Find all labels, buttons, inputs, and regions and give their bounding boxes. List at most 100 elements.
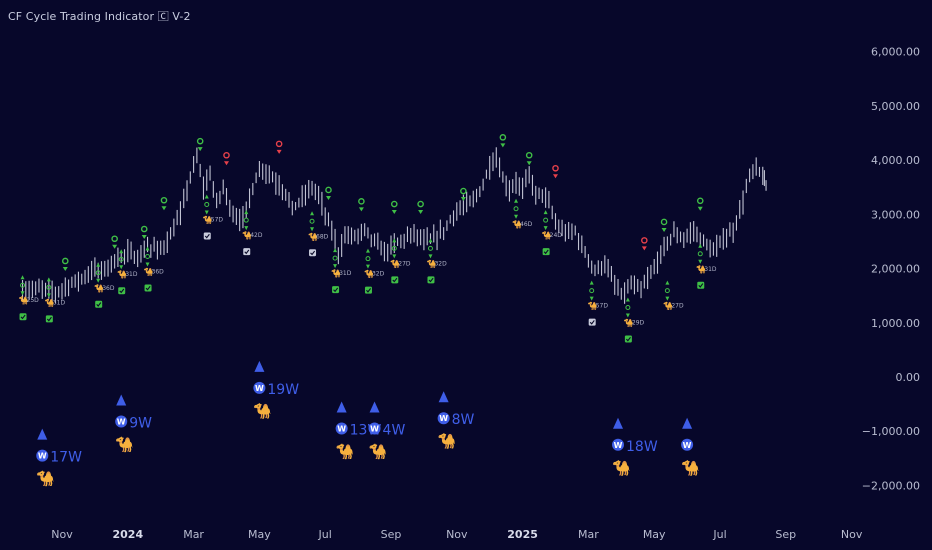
camel-icon: 🐪 xyxy=(681,459,700,477)
check-mark-icon xyxy=(96,302,102,307)
small-up-triangle-icon xyxy=(625,297,630,302)
price-layer xyxy=(21,147,767,304)
week-w-glyph: W xyxy=(38,452,47,461)
check-box-icon xyxy=(19,313,27,321)
check-box-icon xyxy=(203,232,211,240)
buy-arrow-icon xyxy=(62,266,68,271)
camel-icon: 🐪 xyxy=(144,268,154,277)
small-up-triangle-icon xyxy=(589,280,594,285)
buy-arrow-icon xyxy=(500,143,506,148)
small-down-triangle-icon xyxy=(204,210,209,215)
buy-marker xyxy=(140,225,148,239)
buy-circle-icon xyxy=(696,197,704,205)
buy-arrow-icon xyxy=(661,227,667,232)
week-marker: W 9W 🐪 xyxy=(115,394,152,453)
time-tick-label: Mar xyxy=(183,528,204,541)
cycle-days-label: 57D xyxy=(596,303,609,310)
cycle-days-label: 29D xyxy=(632,319,645,326)
buy-circle-icon xyxy=(111,235,118,243)
time-axis[interactable]: Nov 2024 Mar May Jul Sep Nov 2025 Mar May Jul Sep No… xyxy=(51,528,863,541)
buy-circle-icon xyxy=(160,196,168,204)
cycle-days-label: 27D xyxy=(671,303,684,310)
buy-circle-icon xyxy=(358,198,365,205)
check-box-icon xyxy=(243,248,251,256)
small-up-triangle-icon xyxy=(310,211,315,216)
camel-icon: 🐪 xyxy=(624,318,634,327)
camel-icon: 🐪 xyxy=(663,302,673,311)
small-circle-icon xyxy=(513,206,519,212)
small-up-triangle-icon xyxy=(333,248,338,253)
price-tick-label: 2,000.00 xyxy=(871,263,920,276)
sell-circle-icon xyxy=(223,151,230,159)
small-down-triangle-icon xyxy=(589,296,594,301)
buy-marker xyxy=(358,198,365,212)
sell-circle-icon xyxy=(275,140,283,148)
buy-circle-icon xyxy=(61,257,69,265)
time-tick-label: Sep xyxy=(775,528,796,541)
signal-group: 🐪32D xyxy=(364,248,385,294)
buy-marker xyxy=(325,186,332,200)
week-count-label: 19W xyxy=(267,382,299,398)
small-up-triangle-icon xyxy=(145,246,150,251)
week-w-circle-icon xyxy=(335,422,348,435)
camel-icon: 🐪 xyxy=(390,259,400,268)
small-circle-icon xyxy=(664,288,670,294)
cycle-days-label: 32D xyxy=(372,271,385,278)
small-down-triangle-icon xyxy=(20,291,25,296)
buy-marker xyxy=(111,235,118,249)
small-circle-icon xyxy=(20,282,26,288)
week-w-glyph: W xyxy=(439,414,448,423)
camel-icon: 🐪 xyxy=(438,432,457,450)
signal-group: 🐪31D xyxy=(331,248,352,294)
check-box-icon xyxy=(45,315,53,323)
buy-marker xyxy=(61,257,69,271)
week-w-circle-icon xyxy=(253,381,266,394)
signal-group: 🐪57D xyxy=(203,194,223,240)
small-down-triangle-icon xyxy=(310,227,315,232)
week-marker: W 19W 🐪 xyxy=(253,360,299,420)
buy-arrow-icon xyxy=(325,195,331,200)
week-up-triangle-icon xyxy=(37,428,48,440)
check-box-icon xyxy=(391,276,399,284)
small-down-triangle-icon xyxy=(514,214,519,219)
check-box-icon xyxy=(332,286,340,294)
check-box-icon xyxy=(697,281,705,289)
week-w-circle-icon xyxy=(36,449,49,462)
small-up-triangle-icon xyxy=(543,210,548,215)
week-w-glyph: W xyxy=(370,425,379,434)
buy-marker xyxy=(160,196,168,211)
week-count-label: 9W xyxy=(129,415,152,431)
signal-group: 🐪31D xyxy=(45,277,65,323)
small-up-triangle-icon xyxy=(392,238,397,243)
small-circle-icon xyxy=(46,284,52,290)
small-down-triangle-icon xyxy=(698,259,703,264)
buy-circle-icon xyxy=(460,187,467,195)
week-w-circle-icon xyxy=(368,422,381,435)
buy-circle-icon xyxy=(390,200,398,208)
signal-layer: 🐪25D 🐪31D🐪36D🐪31D 🐪36D🐪57D🐪42D 🐪68D🐪31D 🐪32D… xyxy=(19,194,717,343)
time-tick-label: 2024 xyxy=(112,528,143,541)
time-tick-label: Sep xyxy=(381,528,402,541)
buy-marker xyxy=(696,197,704,211)
small-up-triangle-icon xyxy=(428,238,433,243)
signal-group: 🐪27D xyxy=(390,238,411,284)
buy-marker xyxy=(196,137,204,152)
week-count-label: 8W xyxy=(452,412,475,428)
small-circle-icon xyxy=(625,304,631,310)
signal-group: 🐪57D xyxy=(588,280,609,326)
small-circle-icon xyxy=(543,217,549,223)
camel-icon: 🐪 xyxy=(588,302,598,311)
cycle-days-label: 31D xyxy=(704,266,717,273)
week-layer: W 17W🐪W 9W🐪W 19W🐪W 13W🐪W 4W🐪W 8W🐪 W 18W🐪W🐪 xyxy=(36,360,700,488)
price-axis[interactable]: 6,000.00 5,000.00 4,000.00 3,000.00 2,000.00… xyxy=(862,46,920,493)
signal-group: 🐪36D xyxy=(94,262,115,308)
cycle-days-label: 31D xyxy=(339,270,352,277)
signal-group: 🐪25D xyxy=(19,275,39,321)
small-down-triangle-icon xyxy=(625,313,630,318)
time-tick-label: Jul xyxy=(318,528,332,541)
signal-group: 🐪27D xyxy=(663,280,684,311)
small-down-triangle-icon xyxy=(428,254,433,259)
buy-circle-icon xyxy=(140,225,148,233)
cycle-days-label: 46D xyxy=(520,221,533,228)
